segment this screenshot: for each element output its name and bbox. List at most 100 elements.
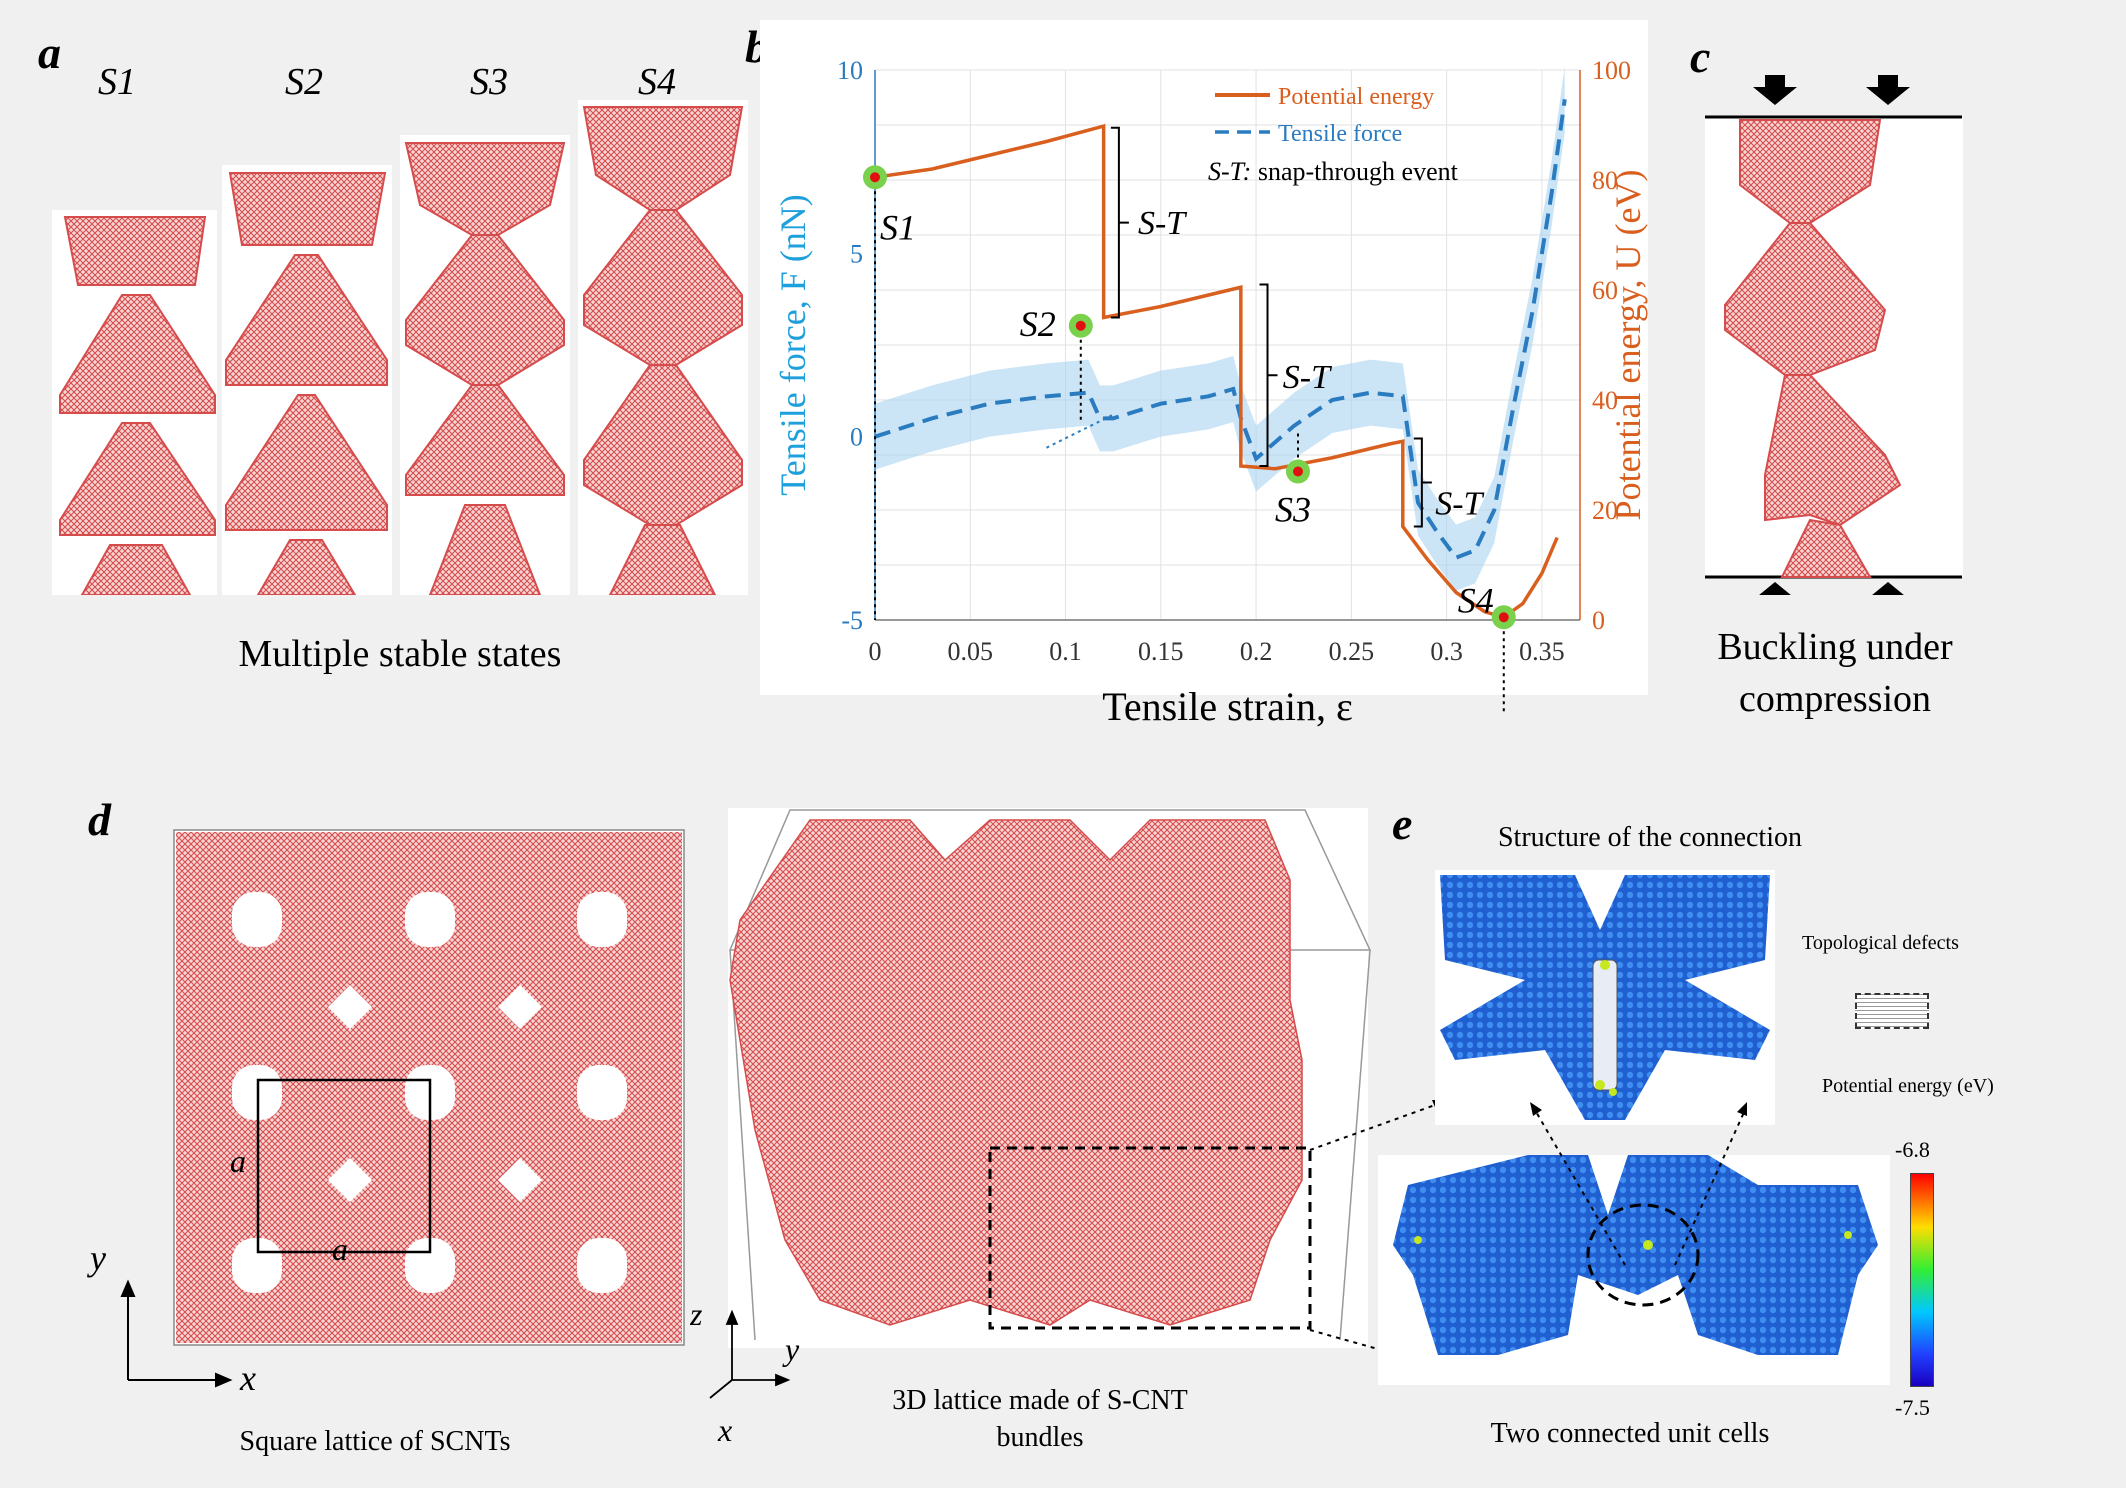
colorbar [1910, 1173, 1934, 1387]
state-label-chart: S1 [880, 207, 916, 247]
snap-through-bracket [1259, 283, 1278, 467]
defect-highlights [1595, 960, 1617, 1096]
y-right-tick-label: 20 [1592, 496, 1618, 525]
panel-c-caption-line2: compression [1738, 678, 1932, 720]
stable-states-figure [52, 100, 748, 595]
buckled-nanotube [1724, 119, 1902, 578]
state-marker-dot [870, 172, 880, 183]
arrow-down-icon [1866, 75, 1910, 105]
x-axis-title: Tensile strain, ε [1102, 684, 1353, 729]
x-tick-label: 0.25 [1329, 637, 1375, 666]
y-right-axis-title: Potential energy, U (eV) [1608, 170, 1648, 521]
panel-c-letter: c [1690, 31, 1711, 82]
annotation-layer: S-T S-T S-T S1 S2 S3 S4 [874, 126, 1505, 713]
connection-highlight-circle [1586, 1203, 1700, 1307]
unit-cell-outline [256, 1078, 432, 1254]
square-lattice-figure: a a y x [87, 829, 685, 1398]
y-right-tick-label: 40 [1592, 386, 1618, 415]
3d-lattice-figure: z y [690, 808, 1372, 1399]
legend-note-text: snap-through event [1251, 157, 1458, 186]
lattice-constant-vertical: a [230, 1143, 246, 1179]
state-marker-dot [1293, 466, 1303, 477]
tangent-line [1046, 413, 1114, 449]
colorbar-min-label: -7.5 [1895, 1395, 1930, 1420]
y-right-tick-label: 60 [1592, 276, 1618, 305]
state-label-chart: S4 [1458, 580, 1494, 620]
snap-through-label: S-T [1283, 359, 1332, 396]
state-label-s1: S1 [98, 61, 136, 103]
nanotube-s4 [582, 106, 744, 595]
legend-energy-title: Potential energy (eV) [1822, 1075, 1994, 1098]
nanotube-s1 [59, 216, 216, 595]
legend-note-prefix: S-T: [1208, 157, 1251, 186]
axis-z-label: z [690, 1296, 703, 1332]
panel-c-caption-line1: Buckling under [1717, 626, 1953, 668]
xy-axis-arrows [120, 1279, 233, 1388]
y-left-tick-label: 10 [837, 56, 863, 85]
legend-energy-text: Potential energy (eV) [1822, 1075, 1994, 1097]
x-tick-label: 0.2 [1240, 637, 1273, 666]
connection-structure-figure [1435, 870, 1775, 1125]
legend-defects-swatch [1855, 993, 1929, 1029]
legend-snap-through-note: S-T: snap-through event [1208, 157, 1459, 186]
axis-x-label-3d: x [718, 1412, 733, 1448]
x-tick-label: 0 [869, 637, 882, 666]
x-tick-label: 0.05 [948, 637, 994, 666]
buckling-figure [1705, 75, 1963, 595]
y-left-tick-label: -5 [841, 606, 863, 635]
state-label-s4: S4 [638, 61, 676, 103]
lattice-constant-horizontal: a [332, 1231, 348, 1267]
snap-through-bracket [1413, 437, 1432, 528]
zoom-region-box [988, 1146, 1312, 1330]
axes-layer: 0 0.05 0.1 0.15 0.2 0.25 0.3 0.35-5051002040608… [773, 56, 1648, 729]
zoom-link-arrows [1530, 1102, 1747, 1266]
marker-layer [863, 165, 1516, 630]
state-marker-dot [1075, 320, 1086, 331]
3d-lattice-caption-line1: 3D lattice made of S-CNT [892, 1385, 1188, 1416]
unit-cells-figure [1378, 1155, 1890, 1385]
legend-defects-label: Topological defects [1802, 932, 1959, 954]
legend-force-label: Tensile force [1278, 121, 1402, 147]
state-label-s2: S2 [285, 61, 323, 103]
bounding-box [728, 809, 1372, 1341]
square-lattice-caption: Square lattice of SCNTs [239, 1426, 511, 1457]
snap-through-bracket [1110, 126, 1129, 319]
state-label-chart: S2 [1020, 304, 1056, 344]
axis-y-label: y [87, 1238, 106, 1278]
state-label-s3: S3 [470, 61, 508, 103]
y-left-tick-label: 5 [850, 239, 863, 268]
panel-d-letter: d [88, 794, 111, 845]
y-right-tick-label: 80 [1592, 166, 1618, 195]
arrow-up-icon [1759, 582, 1791, 595]
y-left-tick-label: 0 [850, 423, 863, 452]
axis-x-label: x [239, 1358, 256, 1398]
axis-y-label-3d: y [782, 1331, 800, 1367]
3d-lattice-caption-line2: bundles [996, 1422, 1084, 1453]
y-right-tick-label: 100 [1592, 56, 1631, 85]
legend-layer: Potential energy Tensile force S-T: snap… [1208, 84, 1459, 186]
x-tick-label: 0.15 [1138, 637, 1184, 666]
state-marker-dot [1498, 612, 1509, 623]
snap-through-label: S-T [1138, 205, 1187, 242]
panel-e-title: Structure of the connection [1497, 822, 1802, 853]
snap-through-label: S-T [1435, 486, 1484, 523]
xyz-axis-arrows [709, 1309, 791, 1399]
arrow-down-icon [1753, 75, 1797, 105]
state-label-chart: S3 [1275, 490, 1311, 530]
compression-arrow-icons [1753, 75, 1910, 595]
topological-defect-chain [1592, 959, 1618, 1091]
colorbar-max-label: -6.8 [1895, 1137, 1930, 1162]
force-series-line [874, 99, 1567, 561]
x-tick-label: 0.3 [1430, 637, 1463, 666]
legend-energy-label: Potential energy [1278, 84, 1434, 110]
panel-e-caption: Two connected unit cells [1490, 1418, 1770, 1449]
panel-a-caption: Multiple stable states [238, 633, 562, 675]
y-right-tick-label: 0 [1592, 606, 1605, 635]
chart-background [760, 20, 1648, 695]
panel-e-letter: e [1392, 798, 1413, 849]
force-energy-chart: 0 0.05 0.1 0.15 0.2 0.25 0.3 0.35-5051002040608… [773, 56, 1648, 729]
nanotube-s2 [225, 172, 388, 595]
panel-a-letter: a [38, 27, 61, 78]
3d-lattice-mesh [729, 819, 1303, 1326]
nanotube-s3 [404, 142, 566, 595]
